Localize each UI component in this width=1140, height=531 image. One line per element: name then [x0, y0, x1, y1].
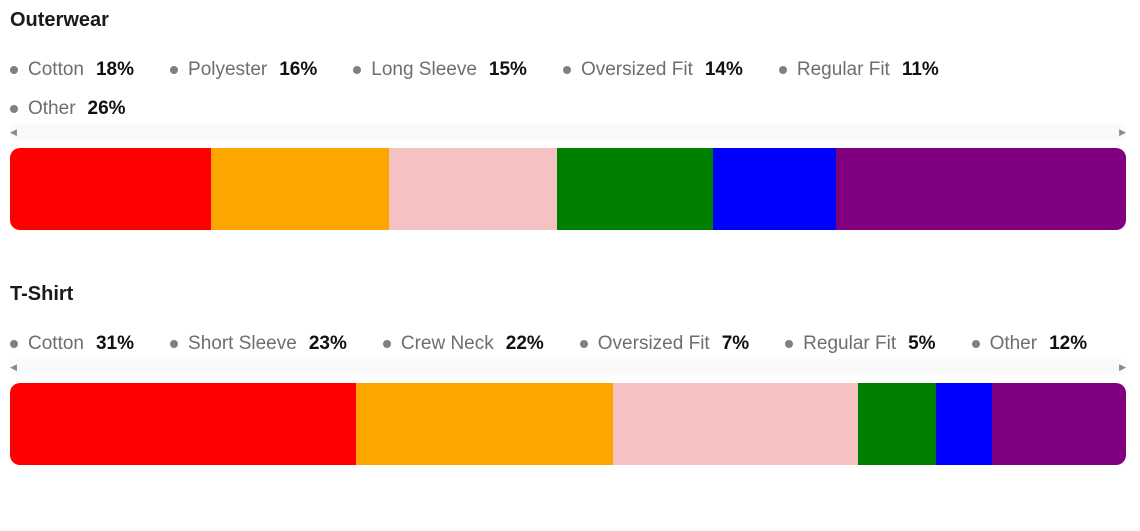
- legend: Cotton 31% Short Sleeve 23% Crew Neck 22% Over…: [10, 331, 1126, 370]
- legend-value: 26%: [87, 98, 126, 119]
- bar-segment-other[interactable]: [992, 383, 1126, 465]
- legend-label: Long Sleeve: [371, 59, 477, 80]
- legend-dot-icon: [971, 340, 980, 348]
- legend-dot-icon: [10, 340, 18, 348]
- bar-segment-oversized-fit[interactable]: [556, 148, 714, 230]
- legend-value: 18%: [95, 59, 135, 80]
- legend-dot-icon: [579, 340, 588, 348]
- bar-segment-crew-neck[interactable]: [612, 383, 859, 465]
- legend-label: Regular Fit: [796, 59, 890, 80]
- stacked-bar: [10, 383, 1126, 465]
- legend-dot-icon: [778, 66, 787, 74]
- legend-value: 5%: [908, 333, 936, 354]
- legend-label: Cotton: [28, 333, 84, 354]
- legend-dot-icon: [382, 340, 391, 348]
- chart-section: T-Shirt Cotton 31% Short Sleeve 23% Crew Neck…: [10, 280, 1126, 465]
- legend-label: Regular Fit: [803, 333, 897, 354]
- legend-item[interactable]: Other 26%: [10, 96, 126, 122]
- legend-label: Short Sleeve: [188, 333, 297, 354]
- legend-value: 22%: [505, 333, 544, 354]
- scroll-right-arrow-icon[interactable]: ▶: [1119, 362, 1126, 372]
- horizontal-scrollbar[interactable]: ◀ ▶: [10, 124, 1126, 140]
- legend: Cotton 18% Polyester 16% Long Sleeve 15% Overs…: [10, 57, 1126, 135]
- legend-value: 23%: [308, 333, 347, 354]
- legend-item[interactable]: Polyester 16%: [170, 57, 317, 83]
- legend-dot-icon: [170, 340, 179, 348]
- legend-item[interactable]: Short Sleeve 23%: [170, 331, 347, 357]
- legend-label: Oversized Fit: [580, 59, 693, 80]
- legend-dot-icon: [170, 66, 179, 74]
- bar-segment-short-sleeve[interactable]: [355, 383, 613, 465]
- legend-dot-icon: [10, 66, 18, 74]
- legend-value: 15%: [488, 59, 527, 80]
- legend-label: Oversized Fit: [597, 333, 710, 354]
- chart-title: T-Shirt: [10, 283, 74, 305]
- legend-item[interactable]: Crew Neck 22%: [382, 331, 544, 357]
- legend-value: 12%: [1049, 333, 1088, 354]
- legend-label: Polyester: [188, 59, 268, 80]
- legend-dot-icon: [785, 340, 794, 348]
- legend-item[interactable]: Regular Fit 5%: [785, 331, 936, 357]
- horizontal-scrollbar[interactable]: ◀ ▶: [10, 359, 1126, 375]
- scroll-left-arrow-icon[interactable]: ◀: [10, 362, 17, 372]
- legend-label: Cotton: [28, 59, 84, 80]
- scroll-right-arrow-icon[interactable]: ▶: [1119, 127, 1126, 137]
- bar-segment-regular-fit[interactable]: [936, 383, 993, 465]
- legend-item[interactable]: Oversized Fit 14%: [562, 57, 743, 83]
- legend-item[interactable]: Regular Fit 11%: [778, 57, 939, 83]
- bar-segment-cotton[interactable]: [10, 383, 356, 465]
- legend-label: Crew Neck: [400, 333, 494, 354]
- stacked-bar: [10, 148, 1126, 230]
- legend-dot-icon: [10, 105, 18, 113]
- chart-section: Outerwear Cotton 18% Polyester 16% Long Sleev…: [10, 6, 1126, 230]
- legend-item[interactable]: Long Sleeve 15%: [353, 57, 527, 83]
- legend-value: 7%: [721, 333, 750, 354]
- bar-segment-long-sleeve[interactable]: [389, 148, 557, 230]
- legend-item[interactable]: Cotton 31%: [10, 331, 134, 357]
- legend-value: 11%: [901, 59, 939, 80]
- legend-item[interactable]: Oversized Fit 7%: [579, 331, 750, 357]
- legend-value: 31%: [95, 333, 135, 354]
- legend-dot-icon: [562, 66, 571, 74]
- legend-dot-icon: [353, 66, 362, 74]
- bar-segment-cotton[interactable]: [10, 148, 211, 230]
- bar-segment-polyester[interactable]: [210, 148, 390, 230]
- legend-label: Other: [28, 98, 76, 119]
- scroll-left-arrow-icon[interactable]: ◀: [10, 127, 17, 137]
- bar-segment-regular-fit[interactable]: [713, 148, 836, 230]
- bar-segment-oversized-fit[interactable]: [858, 383, 937, 465]
- chart-title: Outerwear: [10, 9, 109, 31]
- legend-item[interactable]: Cotton 18%: [10, 57, 134, 83]
- legend-value: 16%: [279, 59, 318, 80]
- legend-item[interactable]: Other 12%: [971, 331, 1088, 357]
- bar-segment-other[interactable]: [835, 148, 1126, 230]
- legend-value: 14%: [704, 59, 743, 80]
- legend-label: Other: [989, 333, 1038, 354]
